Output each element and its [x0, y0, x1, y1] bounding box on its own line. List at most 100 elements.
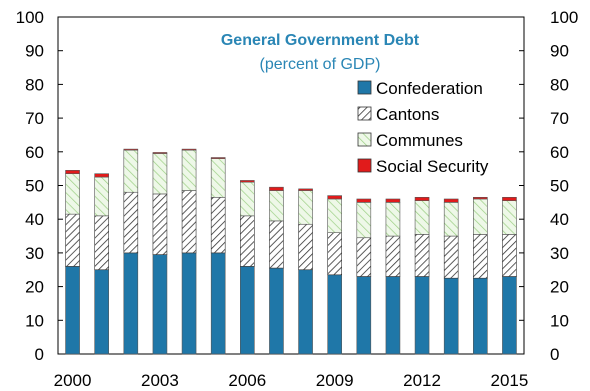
bar-social-security [473, 196, 488, 200]
legend-item: Social Security [357, 157, 489, 176]
bar-communes [123, 149, 139, 193]
x-tick-label: 2003 [141, 371, 179, 390]
legend-swatch [357, 158, 372, 173]
y-tick-label-left: 20 [25, 278, 44, 297]
bar-communes [269, 190, 284, 222]
bar-communes [181, 149, 197, 191]
chart-subtitle: (percent of GDP) [260, 56, 381, 73]
bar-communes [65, 173, 80, 215]
y-tick-label-right: 40 [550, 210, 569, 229]
x-tick-label: 2015 [491, 371, 529, 390]
bar-confederation [502, 276, 517, 355]
bar-confederation [473, 277, 488, 355]
bar-social-security [443, 198, 459, 203]
bar-social-security [298, 188, 313, 191]
bar-confederation [356, 276, 372, 355]
bar-communes [356, 202, 372, 239]
bar-communes [385, 202, 401, 237]
y-tick-label-right: 80 [550, 75, 569, 94]
bar-cantons [385, 235, 401, 277]
bar-cantons [94, 215, 109, 271]
bar-communes [473, 198, 488, 235]
y-tick-label-left: 80 [25, 75, 44, 94]
bar-social-security [240, 180, 255, 183]
legend-item: Confederation [357, 79, 483, 98]
legend-label: Cantons [376, 105, 439, 124]
bar-confederation [269, 267, 284, 355]
bar-communes [298, 190, 313, 225]
bar-cantons [210, 196, 226, 254]
legend-label: Communes [376, 131, 463, 150]
y-tick-label-left: 50 [25, 177, 44, 196]
bar-cantons [473, 234, 488, 279]
bar-social-security [414, 196, 430, 201]
bar-social-security [210, 157, 226, 159]
bar-cantons [269, 220, 284, 269]
y-tick-label-right: 20 [550, 278, 569, 297]
bar-confederation [210, 252, 226, 355]
x-tick-label: 2009 [316, 371, 354, 390]
legend-item: Cantons [357, 105, 439, 124]
bar-communes [502, 200, 517, 235]
bar-cantons [181, 190, 197, 254]
bar-cantons [152, 193, 168, 255]
bar-confederation [65, 266, 80, 355]
bar-social-security [152, 152, 168, 154]
bar-confederation [240, 266, 255, 355]
bar-cantons [240, 215, 255, 267]
bar-communes [210, 158, 226, 198]
legend-label: Confederation [376, 79, 483, 98]
y-tick-label-right: 70 [550, 109, 569, 128]
y-tick-label-right: 0 [550, 345, 559, 364]
y-tick-label-left: 60 [25, 143, 44, 162]
y-tick-label-left: 100 [16, 8, 44, 27]
y-tick-label-left: 30 [25, 244, 44, 263]
bar-communes [152, 153, 168, 195]
y-tick-label-left: 10 [25, 311, 44, 330]
legend-label: Social Security [376, 157, 489, 176]
bar-confederation [443, 277, 459, 355]
bar-communes [443, 202, 459, 237]
bar-social-security [385, 198, 401, 203]
bar-cantons [327, 232, 342, 276]
x-tick-label: 2006 [228, 371, 266, 390]
legend-swatch [357, 106, 372, 121]
bar-confederation [327, 274, 342, 355]
bar-cantons [356, 237, 372, 277]
y-tick-label-right: 90 [550, 42, 569, 61]
chart-title: General Government Debt [221, 32, 420, 49]
bar-cantons [502, 234, 517, 277]
bar-cantons [298, 223, 313, 271]
bar-cantons [65, 213, 80, 267]
bar-communes [414, 200, 430, 235]
y-tick-label-right: 30 [550, 244, 569, 263]
bar-confederation [298, 269, 313, 355]
bar-cantons [414, 234, 430, 277]
y-tick-label-left: 0 [35, 345, 44, 364]
bar-confederation [414, 276, 430, 355]
y-tick-label-right: 60 [550, 143, 569, 162]
bar-social-security [269, 186, 284, 191]
bar-social-security [327, 195, 342, 200]
bar-social-security [123, 148, 139, 151]
bar-communes [240, 181, 255, 217]
y-tick-label-left: 70 [25, 109, 44, 128]
bar-confederation [123, 252, 139, 355]
bar-social-security [502, 196, 517, 201]
bar-social-security [356, 198, 372, 203]
x-tick-label: 2000 [54, 371, 92, 390]
bar-social-security [181, 148, 197, 151]
legend-item: Communes [357, 131, 463, 150]
bar-social-security [65, 170, 80, 175]
bar-communes [327, 198, 342, 233]
y-tick-label-right: 10 [550, 311, 569, 330]
bar-communes [94, 176, 109, 217]
bar-cantons [123, 191, 139, 254]
legend-swatch [357, 80, 372, 95]
y-tick-label-left: 90 [25, 42, 44, 61]
y-tick-label-right: 100 [550, 8, 578, 27]
bar-confederation [181, 252, 197, 355]
bar-confederation [385, 276, 401, 355]
